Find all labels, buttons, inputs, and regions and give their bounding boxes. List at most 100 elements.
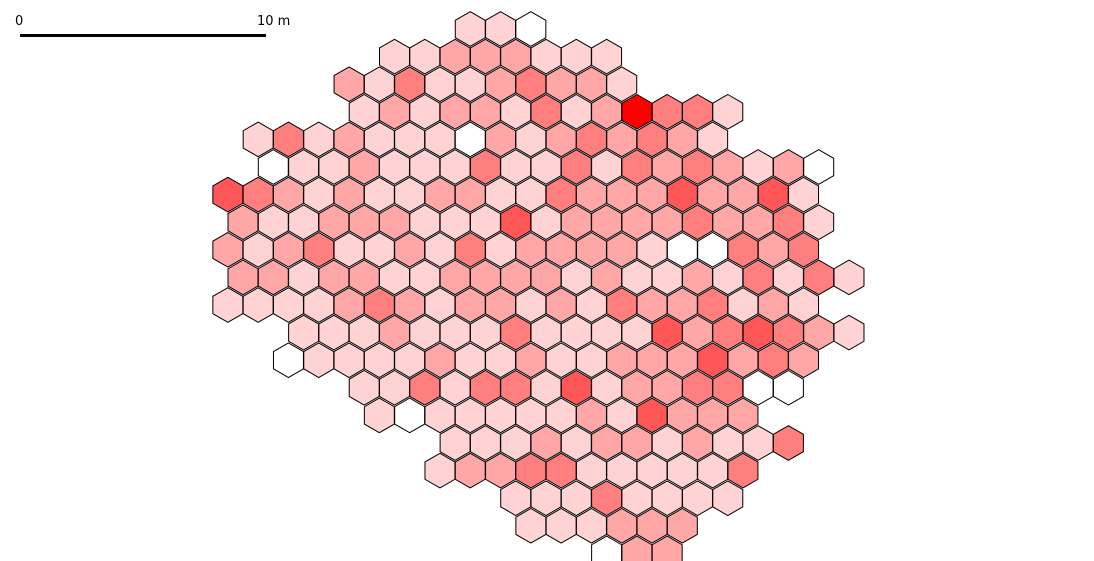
hex-cell [379, 149, 410, 185]
hex-cell [500, 149, 532, 185]
hex-cell [348, 204, 380, 241]
hex-cell [530, 93, 562, 130]
hex-cell [757, 231, 789, 268]
hex-cell [575, 287, 607, 323]
hex-cell [591, 480, 623, 517]
hex-cell [727, 176, 759, 213]
hex-cell [530, 480, 562, 517]
hex-cell [500, 425, 532, 461]
hex-cell [242, 231, 274, 268]
hex-cell [303, 231, 335, 268]
hex-cell [560, 314, 592, 351]
hex-cell [409, 38, 441, 75]
hex-cell [712, 259, 744, 296]
hex-cell [682, 480, 713, 517]
hex-cell [803, 204, 835, 241]
hex-cell [424, 176, 456, 213]
hex-cell [591, 38, 623, 75]
hex-cell [469, 204, 501, 241]
hex-cell [454, 176, 486, 213]
hex-cell [439, 425, 471, 461]
hex-cell [409, 314, 441, 351]
hex-cell [682, 204, 713, 241]
hex-cell [560, 259, 592, 296]
hex-cell [500, 369, 532, 406]
hex-cell [636, 452, 668, 489]
hex-cell [697, 342, 729, 379]
scale-label-end: 10 m [257, 14, 291, 29]
hex-cell [409, 149, 441, 185]
hex-cell [515, 66, 547, 103]
hex-cell [363, 287, 395, 323]
hex-cell [500, 204, 532, 241]
hex-cell [772, 425, 804, 461]
hex-cell [651, 149, 683, 185]
hex-cell [394, 121, 426, 158]
hex-cell [318, 259, 350, 296]
hex-cell [621, 259, 653, 296]
hex-cell [485, 66, 517, 103]
hex-cell [333, 121, 365, 158]
hex-cell [288, 204, 320, 241]
hex-cell [697, 121, 729, 158]
hex-cell [712, 480, 744, 517]
hex-cell [500, 480, 532, 517]
hex-cell [318, 204, 350, 241]
hex-cell [333, 66, 365, 103]
hex-cell [666, 287, 698, 323]
hex-cell [454, 397, 486, 434]
hex-cell [500, 314, 532, 351]
hex-cell [575, 507, 607, 544]
hex-cell [318, 149, 350, 185]
hex-cell [257, 259, 289, 296]
hex-cell [409, 259, 441, 296]
hex-cell [742, 259, 774, 296]
hex-cell [697, 176, 729, 213]
hex-cell [394, 397, 426, 434]
hex-cell [803, 149, 835, 185]
hex-cell [303, 121, 335, 158]
hex-cell [515, 176, 547, 213]
hex-cell [530, 425, 562, 461]
hex-cell [469, 369, 501, 406]
hex-cell [545, 287, 577, 323]
hex-cell [591, 149, 623, 185]
hex-cell [469, 38, 501, 75]
hex-cell [303, 176, 335, 213]
hex-cell [469, 93, 501, 130]
hex-cell [515, 507, 547, 544]
hex-cell [394, 287, 426, 323]
hex-cell [575, 121, 607, 158]
hex-cell [363, 176, 395, 213]
hex-cell [379, 259, 410, 296]
hex-cell [303, 342, 335, 379]
hex-cell [424, 231, 456, 268]
hex-cell [606, 287, 638, 323]
hex-cell [500, 93, 532, 130]
hex-cell [227, 204, 259, 241]
hex-cell [560, 204, 592, 241]
hex-cell [833, 259, 865, 296]
hex-cell [666, 342, 698, 379]
hex-cell [288, 149, 320, 185]
hex-cell [545, 121, 577, 158]
hex-cell [409, 204, 441, 241]
hex-cell [833, 314, 865, 351]
hex-cell [454, 121, 486, 158]
hex-cell [621, 369, 653, 406]
hex-cell [621, 425, 653, 461]
hex-cell [500, 259, 532, 296]
hex-cell [727, 397, 759, 434]
hex-cell [788, 287, 820, 323]
hex-cell [333, 342, 365, 379]
hex-cell [530, 369, 562, 406]
hex-cell [379, 204, 410, 241]
hex-cell [606, 66, 638, 103]
hex-cell [545, 66, 577, 103]
hex-cell [469, 259, 501, 296]
hex-cell [500, 38, 532, 75]
hex-cell [666, 507, 698, 544]
hex-cell [242, 176, 274, 213]
hex-cell [757, 287, 789, 323]
hex-cell [591, 259, 623, 296]
